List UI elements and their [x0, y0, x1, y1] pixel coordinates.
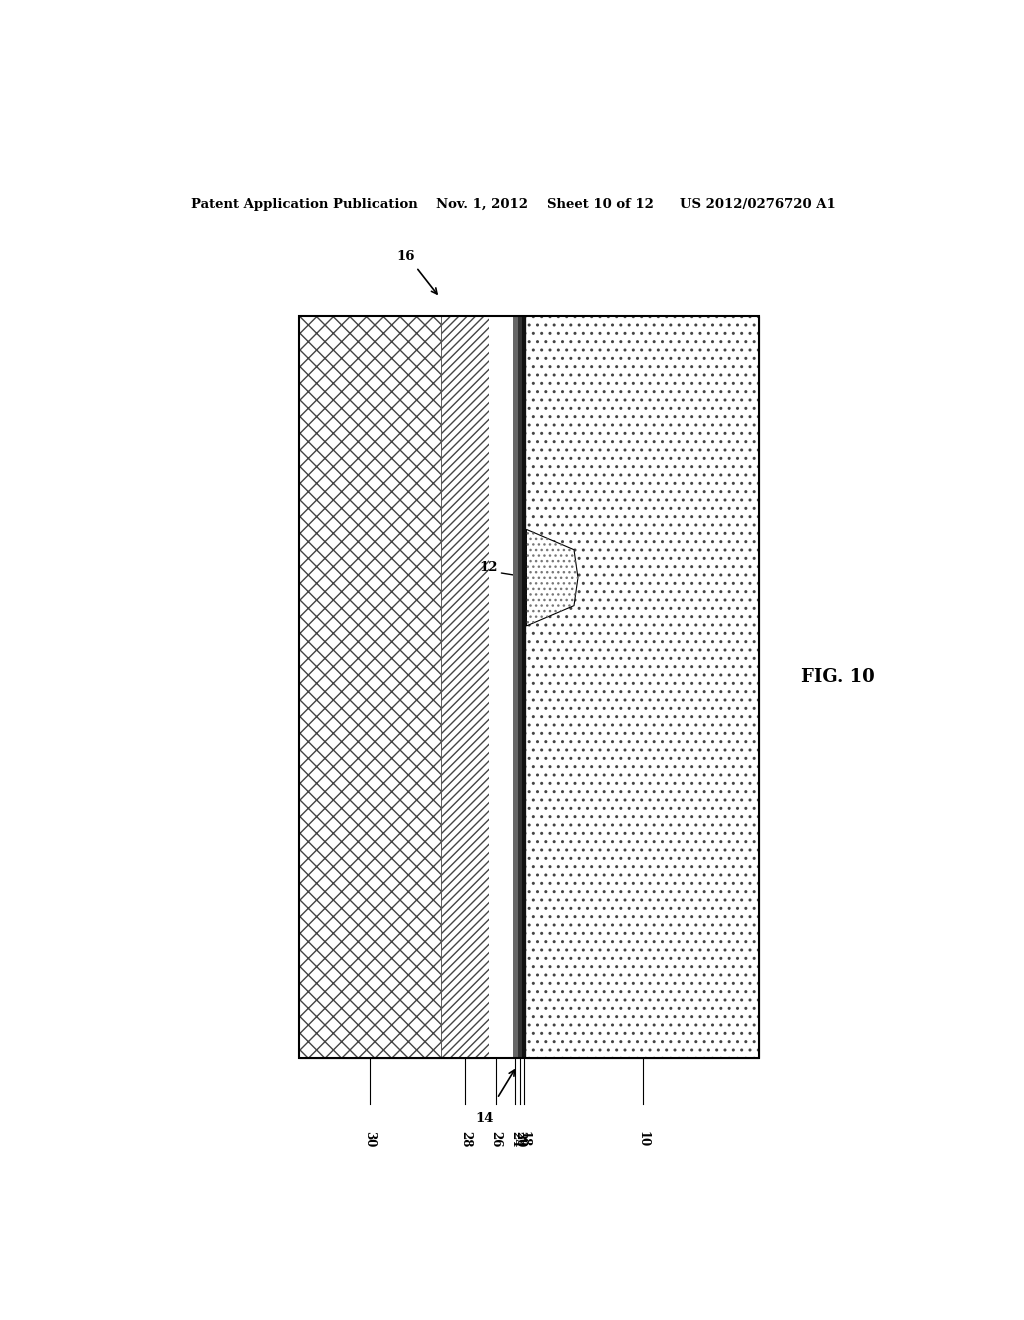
Bar [513, 315, 518, 1057]
Bar [441, 315, 489, 1057]
Bar [299, 315, 441, 1057]
Text: US 2012/0276720 A1: US 2012/0276720 A1 [680, 198, 836, 211]
Bar [299, 315, 759, 1057]
Text: 20: 20 [513, 1131, 526, 1147]
Text: 14: 14 [476, 1113, 495, 1126]
Text: 28: 28 [459, 1131, 472, 1147]
Bar [521, 315, 526, 1057]
Text: Nov. 1, 2012: Nov. 1, 2012 [436, 198, 528, 211]
Bar [489, 315, 513, 1057]
Text: 16: 16 [396, 251, 415, 264]
Text: 12: 12 [480, 561, 499, 574]
Bar [518, 315, 521, 1057]
Text: 10: 10 [636, 1131, 649, 1147]
Text: 30: 30 [364, 1131, 377, 1147]
Bar [526, 315, 759, 1057]
Text: 18: 18 [517, 1131, 530, 1147]
Text: FIG. 10: FIG. 10 [802, 668, 876, 686]
Text: Patent Application Publication: Patent Application Publication [191, 198, 418, 211]
Bar [526, 315, 759, 1057]
Bar [441, 315, 489, 1057]
Bar [521, 315, 526, 1057]
Bar [518, 315, 521, 1057]
Text: 26: 26 [489, 1131, 503, 1147]
Bar [513, 315, 518, 1057]
Bar [299, 315, 441, 1057]
Text: Sheet 10 of 12: Sheet 10 of 12 [547, 198, 654, 211]
Polygon shape [526, 529, 578, 626]
Text: 24: 24 [509, 1131, 522, 1147]
